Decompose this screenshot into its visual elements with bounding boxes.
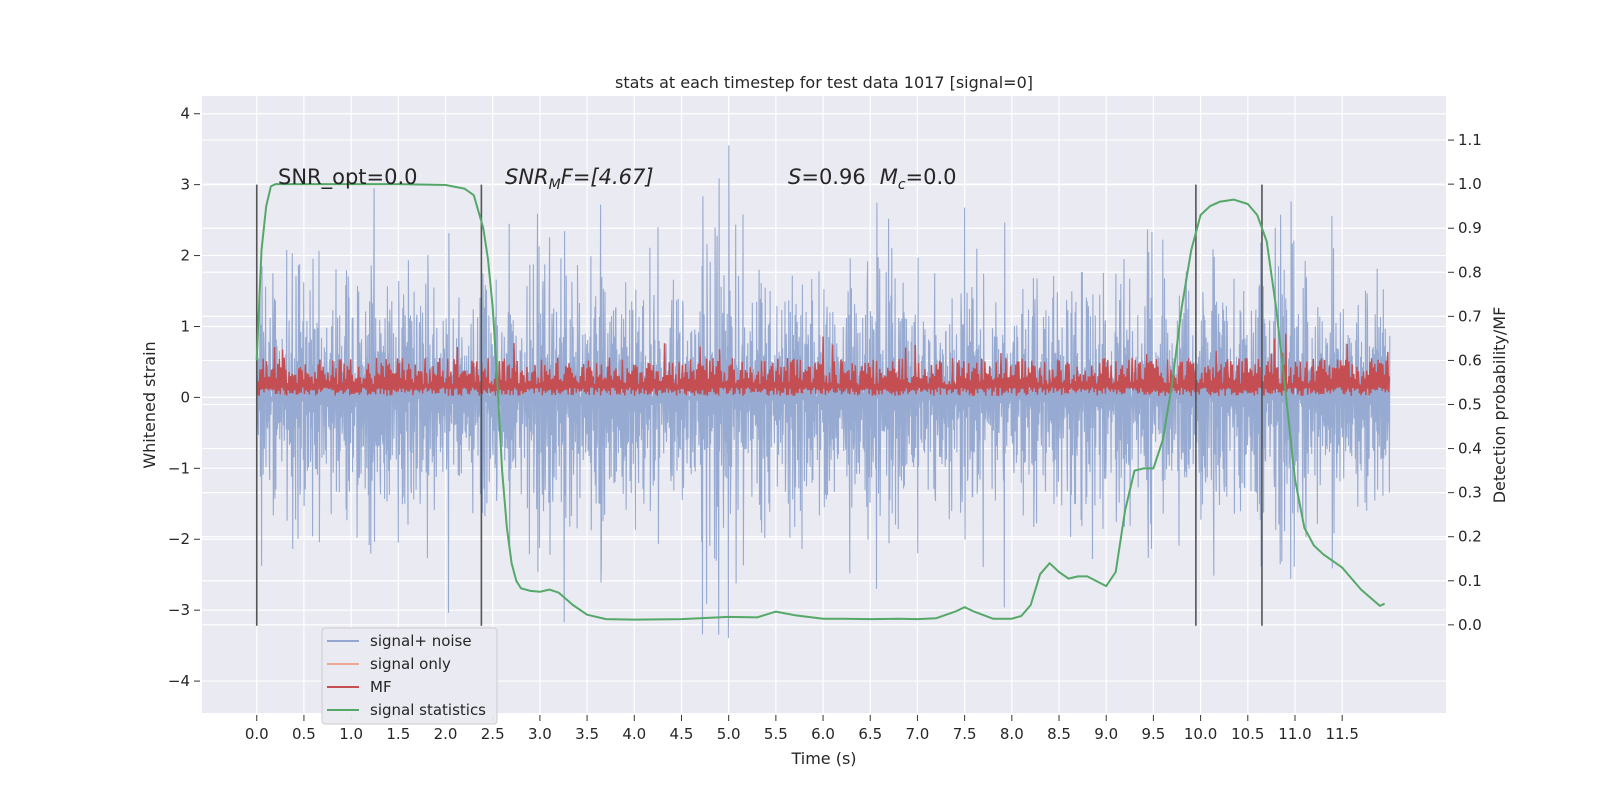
x-tick-label: 4.0 xyxy=(622,725,646,743)
mf-line xyxy=(256,333,1391,397)
x-tick-label: 3.5 xyxy=(575,725,599,743)
x-tick-label: 4.5 xyxy=(670,725,694,743)
y-right-tick-label: 0.0 xyxy=(1458,616,1482,634)
x-tick-label: 8.5 xyxy=(1047,725,1071,743)
annotation-snr-opt: SNR_opt=0.0 xyxy=(278,165,418,190)
legend-label-signal-statistics: signal statistics xyxy=(370,701,486,719)
y-left-tick-label: 3 xyxy=(180,176,190,194)
signal-statistics-line xyxy=(255,183,1386,621)
annotation-s-mc: S=0.96 Mc=0.0 xyxy=(788,165,957,193)
y-right-tick-label: 0.2 xyxy=(1458,528,1482,546)
x-tick-label: 11.5 xyxy=(1325,725,1358,743)
y-right-tick-label: 0.4 xyxy=(1458,440,1482,458)
x-tick-label: 9.5 xyxy=(1141,725,1165,743)
x-tick-label: 6.0 xyxy=(811,725,835,743)
y-left-tick-label: 2 xyxy=(180,247,190,265)
y-left-tick-label: 1 xyxy=(180,317,190,335)
x-tick-label: 11.0 xyxy=(1278,725,1311,743)
x-tick-label: 6.5 xyxy=(858,725,882,743)
vertical-markers xyxy=(255,184,1263,626)
y-left-tick-label: −2 xyxy=(168,530,190,548)
y-right-tick-label: 0.3 xyxy=(1458,484,1482,502)
y-right-tick-label: 1.0 xyxy=(1458,175,1482,193)
y-right-tick-label: 0.1 xyxy=(1458,572,1482,590)
x-tick-label: 10.0 xyxy=(1184,725,1217,743)
legend-label-signal-noise: signal+ noise xyxy=(370,632,472,650)
x-tick-label: 5.5 xyxy=(764,725,788,743)
x-tick-label: 10.5 xyxy=(1231,725,1264,743)
series-mf xyxy=(256,333,1391,397)
y-left-tick-label: 0 xyxy=(180,388,190,406)
x-tick-label: 0.0 xyxy=(245,725,269,743)
x-tick-label: 1.5 xyxy=(386,725,410,743)
x-tick-label: 3.0 xyxy=(528,725,552,743)
y-axis-label-right: Detection probability/MF xyxy=(1490,307,1509,504)
y-left-tick-label: 4 xyxy=(180,105,190,123)
y-right-tick-label: 0.5 xyxy=(1458,396,1482,414)
y-axis-label-left: Whitened strain xyxy=(140,341,159,468)
y-left-tick-label: −3 xyxy=(168,601,190,619)
series-signal-statistics xyxy=(255,183,1386,621)
y-left-tick-label: −4 xyxy=(168,672,190,690)
legend-label-mf: MF xyxy=(370,678,392,696)
x-tick-label: 5.0 xyxy=(717,725,741,743)
y-right-tick-label: 0.7 xyxy=(1458,307,1482,325)
y-right-tick-label: 1.1 xyxy=(1458,131,1482,149)
x-tick-label: 9.0 xyxy=(1094,725,1118,743)
signal-noise-line xyxy=(256,145,1391,639)
legend-box xyxy=(321,627,498,725)
x-tick-label: 1.0 xyxy=(339,725,363,743)
y-right-tick-label: 0.8 xyxy=(1458,263,1482,281)
legend-label-signal-only: signal only xyxy=(370,655,451,673)
annotation-snr-mf: SNRMF=[4.67] xyxy=(505,165,654,193)
series-signal-noise xyxy=(256,145,1391,639)
legend: signal+ noise signal only MF signal stat… xyxy=(321,627,498,725)
y-right-tick-label: 0.6 xyxy=(1458,351,1482,369)
x-tick-label: 7.0 xyxy=(906,725,930,743)
x-tick-label: 2.5 xyxy=(481,725,505,743)
axis-ticks: 0.0 0.5 1.0 1.5 2.0 2.5 3.0 3.5 4.0 4.5 5.0 5.5 6.0 6… xyxy=(168,105,1482,743)
chart-title: stats at each timestep for test data 101… xyxy=(615,73,1033,92)
x-tick-label: 0.5 xyxy=(292,725,316,743)
x-tick-label: 2.0 xyxy=(434,725,458,743)
x-tick-label: 8.0 xyxy=(1000,725,1024,743)
y-left-tick-label: −1 xyxy=(168,459,190,477)
x-axis-label: Time (s) xyxy=(790,749,856,768)
x-tick-label: 7.5 xyxy=(953,725,977,743)
y-right-tick-label: 0.9 xyxy=(1458,219,1482,237)
